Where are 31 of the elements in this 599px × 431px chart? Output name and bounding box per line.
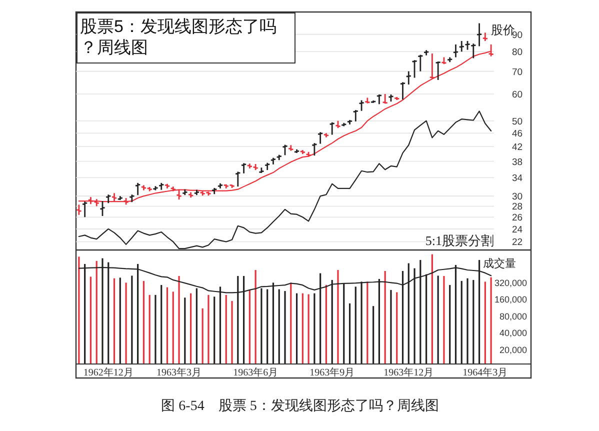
y-tick-label: 80 [512, 47, 523, 58]
y-tick-label: 70 [512, 66, 523, 78]
y-tick-label: 26 [512, 212, 523, 224]
y-axis-title: 股价 [491, 23, 515, 37]
y-tick-label: 50 [512, 116, 523, 128]
x-tick-label: 1963年9月 [310, 366, 355, 378]
y-tick-label: 42 [512, 142, 523, 154]
y-tick-label: 60 [512, 90, 523, 100]
y-tick-label: 24 [512, 224, 523, 236]
annotation: 5:1股票分割 [425, 233, 494, 248]
y-tick-label: 320,000 [494, 278, 527, 288]
y-tick-label: 46 [512, 128, 523, 140]
line-series [78, 110, 492, 250]
text: 股票5：发现线图形态了吗？周线图 [80, 17, 276, 57]
y-tick-label: 38 [512, 156, 523, 168]
x-tick-label: 1964年3月 [462, 366, 508, 378]
y-axis-title: 成交量 [483, 257, 516, 270]
x-tick-label: 1963年12月 [384, 366, 434, 378]
x-tick-label: 1963年3月 [156, 366, 202, 378]
y-tick-label: 30 [512, 192, 523, 203]
x-tick-label: 1962年12月 [83, 366, 134, 378]
y-tick-label: 160,000 [494, 294, 527, 305]
y-tick-label: 34 [512, 173, 523, 184]
x-tick-label: 1963年6月 [233, 366, 278, 378]
y-tick-label: 28 [512, 202, 523, 213]
y-tick-label: 90 [512, 30, 523, 41]
y-tick-label: 20,000 [499, 345, 527, 356]
y-tick-label: 22 [512, 237, 523, 248]
caption: 图 6-54 股票 5：发现线图形态了吗？周线图 [161, 398, 439, 414]
y-tick-label: 40,000 [499, 328, 527, 338]
y-tick-label: 80,000 [499, 311, 527, 322]
